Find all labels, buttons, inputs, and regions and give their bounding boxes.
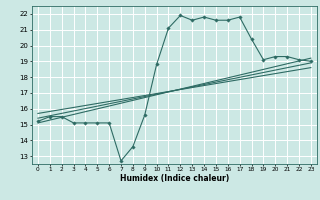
X-axis label: Humidex (Indice chaleur): Humidex (Indice chaleur): [120, 174, 229, 183]
